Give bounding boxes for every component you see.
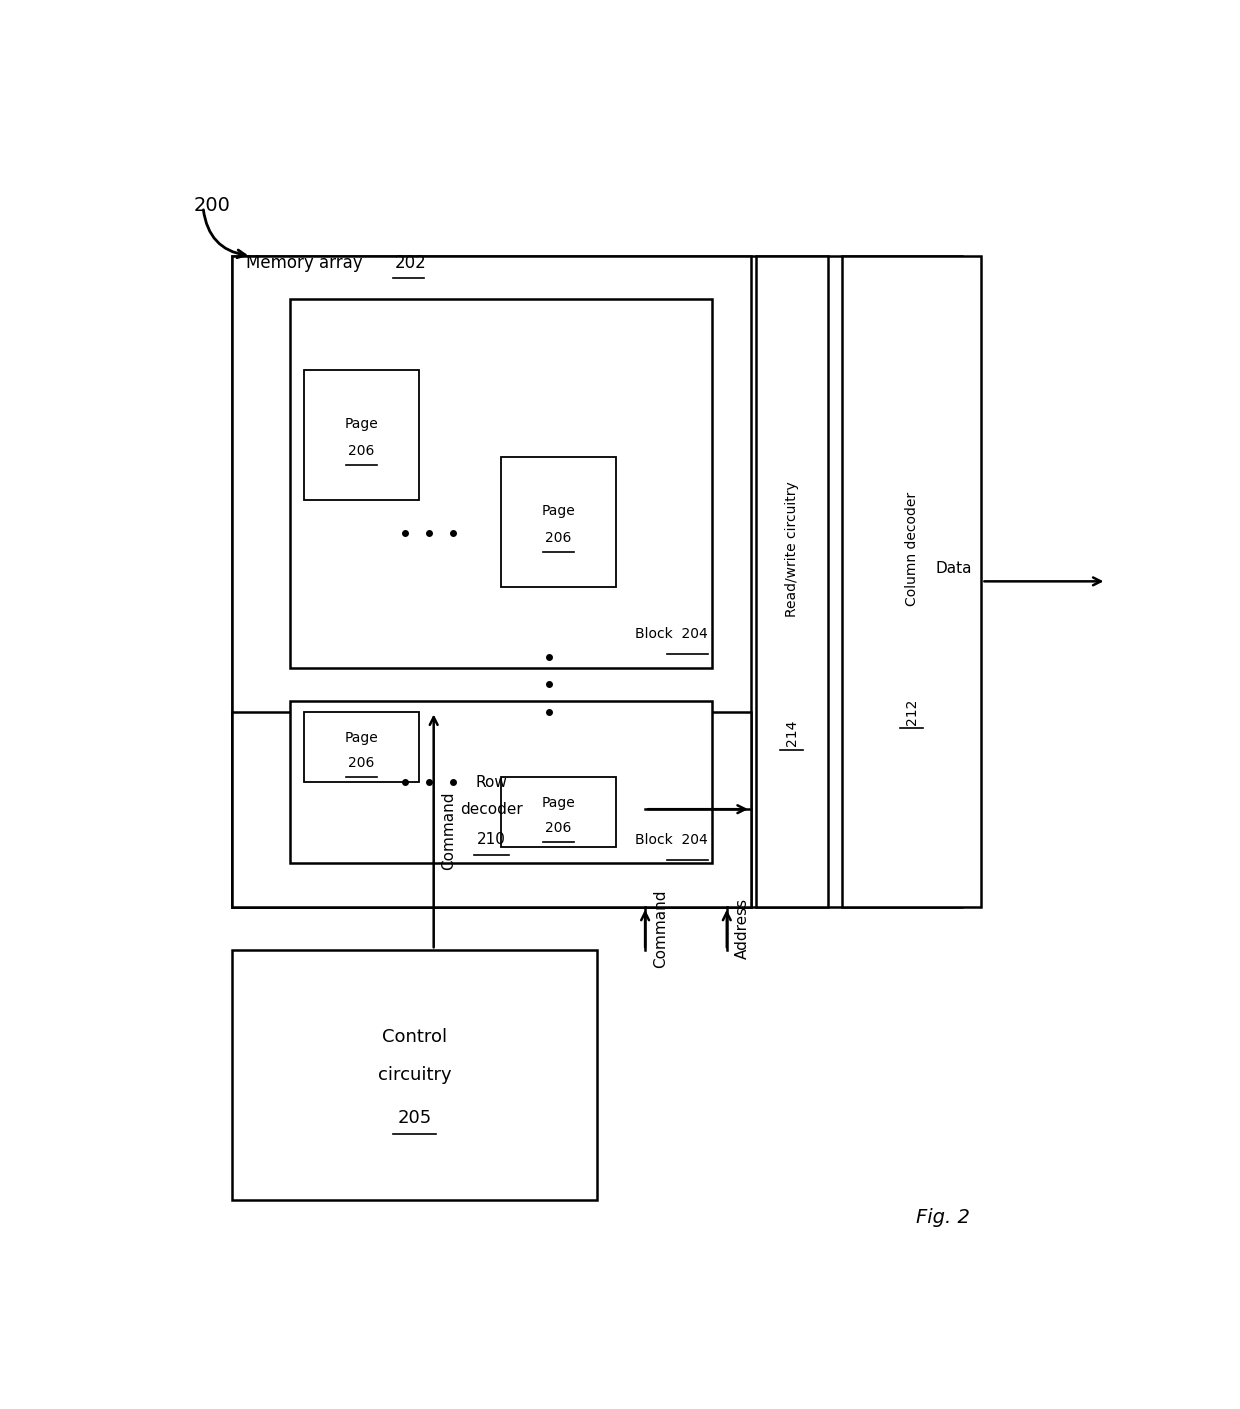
Text: Page: Page — [542, 504, 575, 519]
Text: 206: 206 — [348, 757, 374, 771]
Bar — [501, 776, 616, 847]
Bar — [232, 950, 596, 1200]
Text: Page: Page — [542, 796, 575, 810]
Text: 206: 206 — [348, 444, 374, 458]
Text: decoder: decoder — [460, 802, 523, 817]
Text: 205: 205 — [397, 1109, 432, 1127]
Text: 202: 202 — [396, 254, 427, 272]
Text: Column decoder: Column decoder — [905, 492, 919, 606]
Text: Command: Command — [441, 792, 456, 871]
Bar — [304, 712, 419, 782]
Text: 210: 210 — [477, 833, 506, 847]
Text: Block  204: Block 204 — [635, 627, 708, 641]
Bar — [290, 299, 713, 668]
Text: 200: 200 — [193, 196, 231, 216]
Text: circuitry: circuitry — [378, 1067, 451, 1084]
Text: Control: Control — [382, 1029, 448, 1045]
Bar — [304, 369, 419, 500]
Text: Row: Row — [475, 775, 507, 789]
Text: Data: Data — [935, 561, 972, 576]
Bar — [755, 256, 828, 907]
Text: 206: 206 — [546, 821, 572, 836]
Bar — [290, 700, 713, 864]
Bar — [842, 256, 982, 907]
Bar — [232, 256, 962, 907]
Text: Command: Command — [652, 889, 668, 968]
Text: 212: 212 — [905, 699, 919, 724]
Bar — [501, 457, 616, 586]
Text: Memory array: Memory array — [247, 254, 363, 272]
Bar — [232, 712, 751, 907]
Text: Fig. 2: Fig. 2 — [916, 1208, 970, 1227]
Text: 206: 206 — [546, 531, 572, 545]
Text: Read/write circuitry: Read/write circuitry — [785, 480, 799, 617]
Text: 214: 214 — [785, 720, 799, 747]
Bar — [232, 256, 751, 907]
Text: Address: Address — [734, 898, 749, 960]
Text: Page: Page — [345, 417, 378, 431]
Text: Page: Page — [345, 731, 378, 745]
Text: Block  204: Block 204 — [635, 833, 708, 847]
